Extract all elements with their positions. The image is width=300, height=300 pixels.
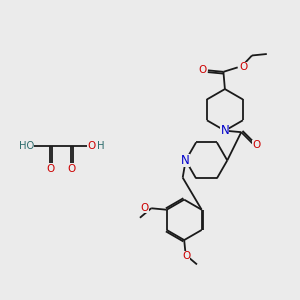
Text: N: N: [181, 154, 190, 167]
Text: O: O: [199, 65, 207, 75]
Text: H: H: [97, 140, 105, 151]
Text: O: O: [88, 140, 96, 151]
Text: HO: HO: [19, 140, 34, 151]
Text: O: O: [67, 164, 75, 174]
Text: O: O: [253, 140, 261, 150]
Text: O: O: [46, 164, 55, 174]
Text: O: O: [239, 62, 248, 72]
Text: O: O: [141, 203, 149, 213]
Text: O: O: [182, 251, 190, 261]
Text: N: N: [220, 124, 229, 137]
